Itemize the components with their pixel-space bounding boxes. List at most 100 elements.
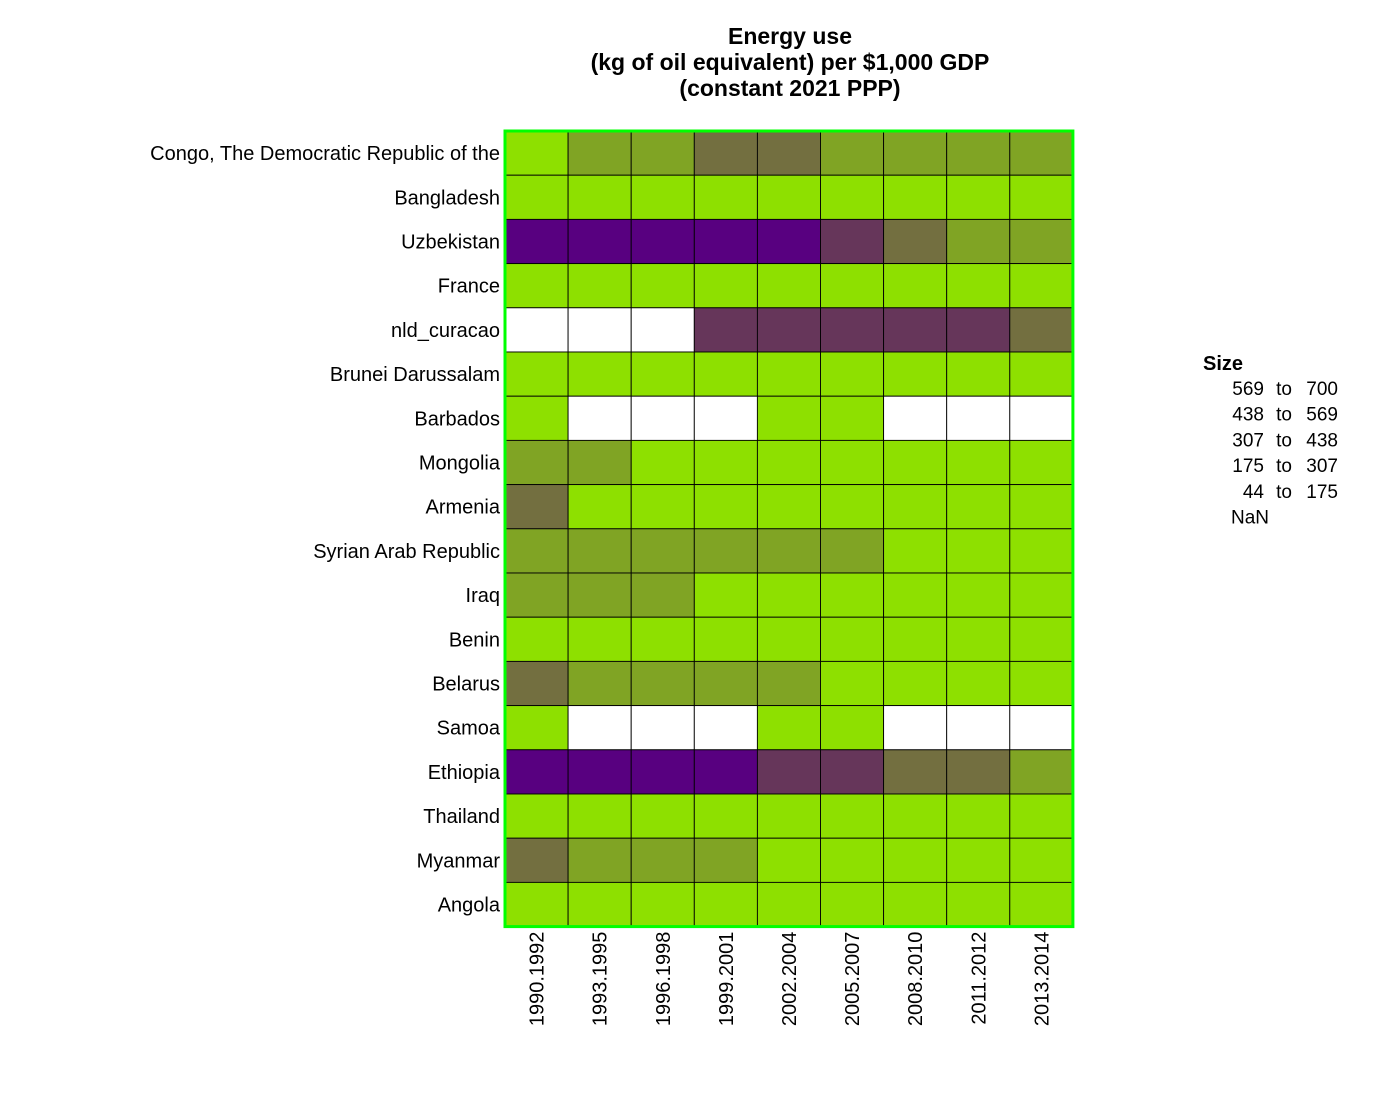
heatmap-cell [567, 528, 632, 574]
heatmap-cell [504, 881, 569, 928]
heatmap-cell [756, 572, 821, 618]
heatmap-cell [504, 572, 569, 618]
heatmap-cell [1009, 439, 1074, 486]
heatmap-cell [820, 660, 885, 707]
heatmap-cell [567, 439, 632, 486]
heatmap-cell [820, 793, 885, 839]
heatmap-cell [883, 660, 948, 707]
heatmap-cell [946, 174, 1011, 220]
heatmap-cell [567, 351, 632, 397]
legend-range-word: to [1276, 456, 1292, 477]
heatmap-cell [630, 307, 695, 353]
legend-range-to: 307 [1306, 456, 1338, 477]
heatmap-cell [630, 572, 695, 618]
heatmap-cells [503, 129, 1075, 929]
heatmap-cell [504, 749, 569, 795]
heatmap-cell [1009, 572, 1074, 618]
legend-entry: 569 to 700 [1232, 379, 1338, 400]
heatmap-cell [756, 705, 821, 751]
panel-border [503, 129, 1075, 929]
legend-range-to: 569 [1306, 405, 1338, 426]
row-label: Benin [449, 629, 500, 651]
heatmap-cell [883, 793, 948, 839]
heatmap-cell [693, 572, 758, 618]
heatmap-cell [504, 263, 569, 309]
heatmap-cell [567, 130, 632, 176]
heatmap-cell [883, 484, 948, 530]
heatmap-cell [820, 263, 885, 309]
heatmap-cell [946, 616, 1011, 662]
heatmap-cell [946, 660, 1011, 707]
column-label: 2008.2010 [905, 932, 927, 1027]
column-label: 1999.2001 [716, 932, 738, 1027]
heatmap-cell [693, 174, 758, 220]
legend-range-word: to [1276, 379, 1292, 400]
legend-range-from: 569 [1232, 379, 1264, 400]
heatmap-cell [504, 528, 569, 574]
row-label: France [438, 276, 500, 298]
heatmap-cell [567, 705, 632, 751]
heatmap-cell [756, 528, 821, 574]
heatmap-cell [946, 528, 1011, 574]
heatmap-cell [946, 705, 1011, 751]
heatmap-cell [567, 484, 632, 530]
heatmap-cell [1009, 307, 1074, 353]
heatmap-cell [567, 218, 632, 265]
column-label: 1993.1995 [590, 932, 612, 1027]
heatmap-cell [630, 263, 695, 309]
heatmap-cell [1009, 484, 1074, 530]
heatmap-cell [1009, 351, 1074, 397]
heatmap-cell [1009, 837, 1074, 883]
chart-title: Energy use(kg of oil equivalent) per $1,… [591, 23, 990, 101]
heatmap-cell [567, 263, 632, 309]
heatmap-cell [567, 572, 632, 618]
heatmap-cell [504, 130, 569, 176]
row-label: Samoa [437, 718, 501, 740]
legend-range-from: 175 [1232, 456, 1264, 477]
heatmap-cell [820, 395, 885, 441]
heatmap-cell [756, 395, 821, 441]
heatmap-cell [1009, 881, 1074, 928]
heatmap-cell [883, 616, 948, 662]
heatmap-cell [1009, 616, 1074, 662]
heatmap-cell [504, 660, 569, 707]
heatmap-cell [883, 351, 948, 397]
row-label: Thailand [423, 806, 500, 828]
heatmap-cell [756, 263, 821, 309]
heatmap-cell [946, 439, 1011, 486]
heatmap-cell [1009, 749, 1074, 795]
heatmap-cell [883, 749, 948, 795]
row-label: Syrian Arab Republic [313, 541, 500, 563]
heatmap-cell [820, 881, 885, 928]
heatmap-cell [693, 528, 758, 574]
heatmap-cell [1009, 174, 1074, 220]
row-label: Brunei Darussalam [330, 364, 500, 386]
heatmap-cell [883, 218, 948, 265]
row-label: Angola [438, 895, 501, 917]
heatmap-cell [504, 174, 569, 220]
heatmap-cell [820, 174, 885, 220]
heatmap-cell [630, 749, 695, 795]
column-label: 1990.1992 [527, 932, 549, 1027]
chart-title-line-2: (kg of oil equivalent) per $1,000 GDP [591, 49, 990, 75]
heatmap-cell [567, 881, 632, 928]
legend-entry: 44 to 175 [1243, 482, 1338, 503]
heatmap-cell [946, 484, 1011, 530]
heatmap-cell [820, 130, 885, 176]
heatmap-cell [567, 660, 632, 707]
row-label: Ethiopia [428, 762, 501, 784]
heatmap-cell [756, 351, 821, 397]
heatmap-cell [630, 130, 695, 176]
heatmap-cell [946, 881, 1011, 928]
heatmap-cell [504, 484, 569, 530]
heatmap-cell [1009, 130, 1074, 176]
heatmap-cell [883, 572, 948, 618]
heatmap-cell [567, 837, 632, 883]
row-label: Mongolia [419, 453, 501, 475]
heatmap-cell [883, 130, 948, 176]
column-label: 2011.2012 [968, 932, 990, 1025]
legend-range-word: to [1276, 482, 1292, 503]
row-label: Armenia [426, 497, 501, 519]
heatmap-cell [504, 218, 569, 265]
heatmap-cell [820, 218, 885, 265]
